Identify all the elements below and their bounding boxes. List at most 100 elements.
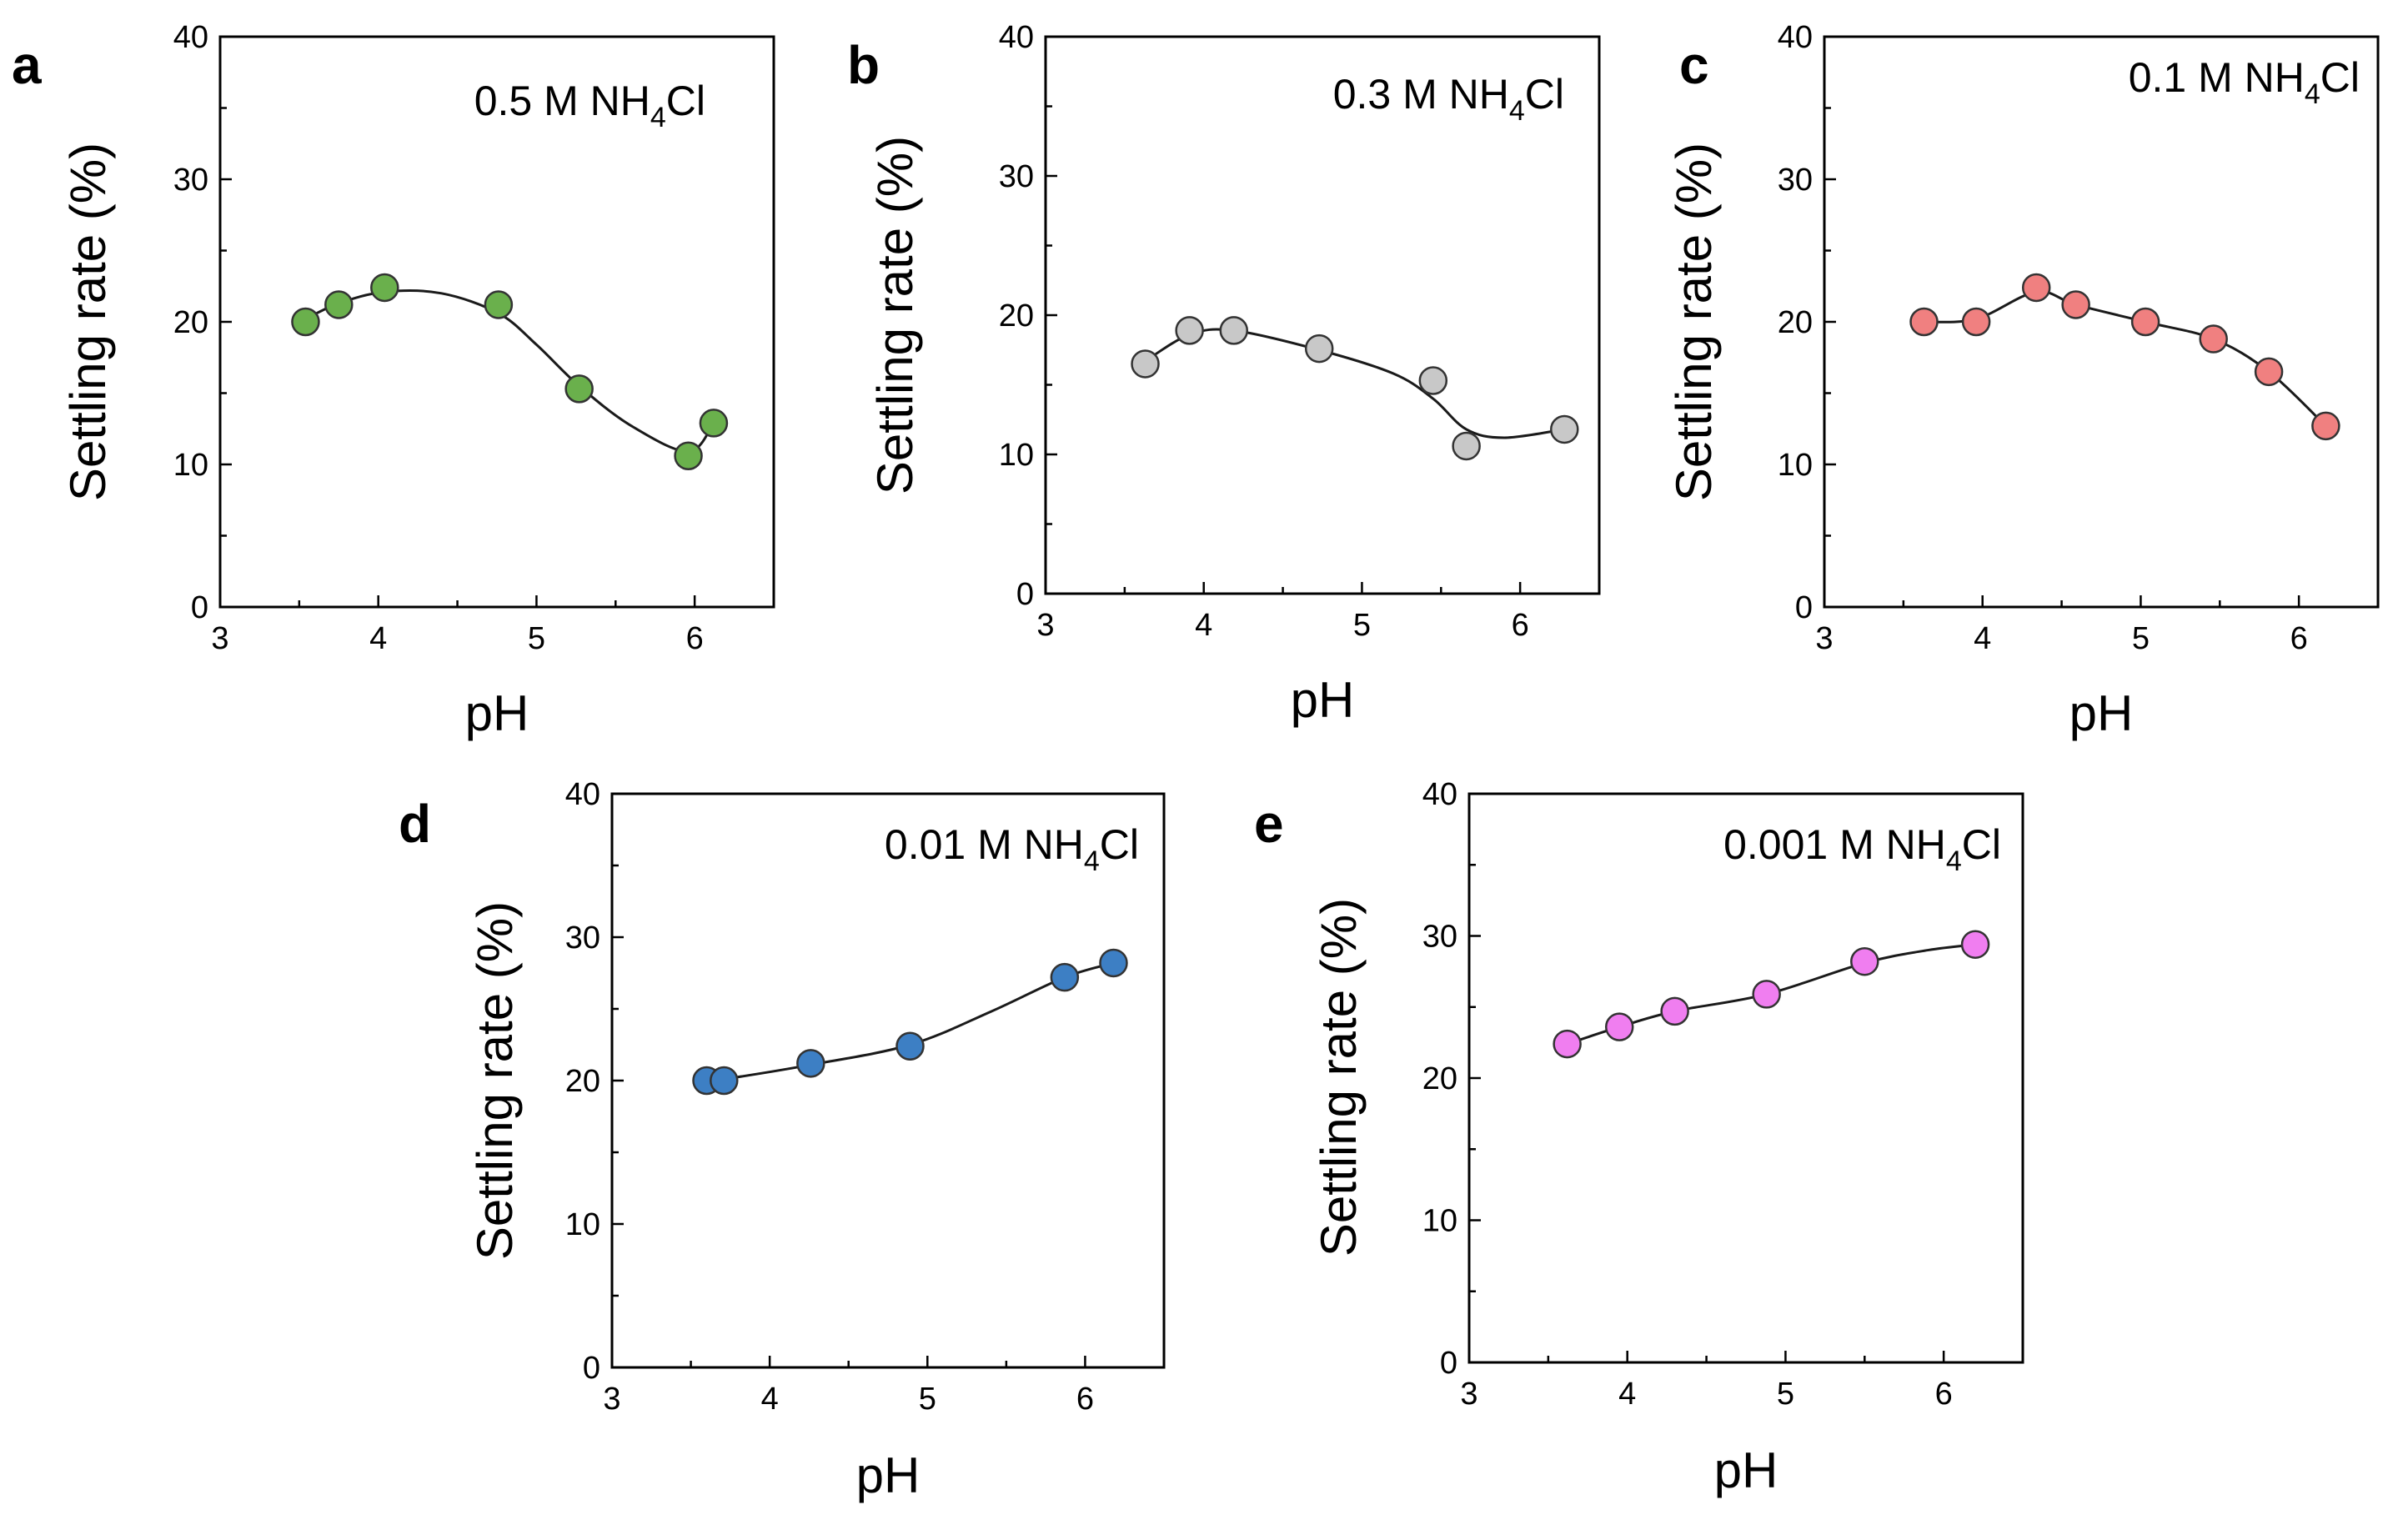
panel-letter: d [399, 794, 431, 854]
concentration-label: 0.3 M NH4Cl [1333, 71, 1564, 127]
y-tick-label: 20 [1422, 1061, 1457, 1096]
y-tick-label: 30 [1422, 920, 1457, 955]
data-point [1553, 1029, 1582, 1059]
y-tick-label: 0 [583, 1351, 600, 1386]
data-point [291, 307, 320, 337]
data-point [1752, 980, 1781, 1009]
data-point [1850, 946, 1879, 976]
concentration-prefix: 0.1 M NH [2129, 54, 2305, 101]
y-axis-label: Settling rate (%) [1666, 143, 1722, 501]
y-tick-label: 30 [565, 920, 600, 956]
concentration-subscript: 4 [1946, 845, 1962, 877]
x-tick-label: 6 [1512, 608, 1529, 643]
panel-c: 0 10 20 30 40 3 4 5 6 pH Settling rate (%) c 0.1 M N… [1666, 20, 2380, 741]
concentration-label: 0.5 M NH4Cl [474, 78, 705, 133]
concentration-suffix: Cl [666, 78, 705, 124]
y-tick-label: 10 [565, 1207, 600, 1242]
y-tick-label: 40 [1422, 777, 1457, 812]
y-tick-label: 40 [173, 20, 208, 55]
x-axis-label: pH [856, 1447, 921, 1503]
concentration-prefix: 0.01 M NH [885, 821, 1084, 868]
concentration-label: 0.01 M NH4Cl [885, 821, 1139, 877]
data-point [1909, 307, 1939, 337]
y-tick-label: 0 [1440, 1346, 1457, 1381]
data-point [674, 441, 703, 470]
x-axis-label: pH [1714, 1442, 1778, 1498]
panel-letter: c [1679, 35, 1709, 95]
data-point [2311, 411, 2340, 441]
x-tick-label: 5 [1777, 1377, 1794, 1412]
y-tick-label: 20 [173, 305, 208, 340]
y-axis-label: Settling rate (%) [867, 136, 923, 494]
y-tick-label: 40 [999, 20, 1034, 55]
y-tick-label: 10 [1422, 1204, 1457, 1239]
y-tick-label: 30 [1778, 163, 1813, 198]
data-point [1099, 948, 1128, 978]
fit-curve [1144, 328, 1565, 439]
concentration-subscript: 4 [2305, 78, 2320, 110]
data-point [1660, 996, 1689, 1026]
concentration-suffix: Cl [1100, 821, 1139, 868]
data-point [484, 290, 514, 319]
panel-b: 0 10 20 30 40 3 4 5 6 pH Settling rate (%) b 0.3 M N… [847, 20, 1601, 728]
x-axis-label: pH [1291, 672, 1355, 728]
concentration-subscript: 4 [1509, 95, 1525, 127]
data-point [1550, 414, 1579, 444]
concentration-suffix: Cl [1962, 821, 2001, 868]
y-tick-label: 0 [191, 590, 208, 625]
data-point [324, 290, 354, 319]
concentration-label: 0.1 M NH4Cl [2129, 54, 2360, 110]
panel-e: 0 10 20 30 40 3 4 5 6 pH Settling rate (%) e 0.001 M… [1254, 777, 2024, 1498]
x-tick-label: 4 [369, 621, 387, 656]
y-tick-label: 0 [1016, 577, 1034, 612]
fit-curve [304, 289, 715, 454]
data-point [2199, 324, 2228, 354]
y-tick-label: 10 [173, 448, 208, 483]
data-point [1219, 316, 1249, 345]
data-point [1604, 1012, 1634, 1041]
x-tick-label: 5 [528, 621, 545, 656]
y-tick-label: 30 [999, 159, 1034, 194]
y-axis-label: Settling rate (%) [60, 143, 116, 501]
x-tick-label: 4 [1195, 608, 1212, 643]
data-point [699, 409, 729, 438]
x-tick-label: 5 [919, 1382, 936, 1417]
x-tick-label: 5 [1353, 608, 1371, 643]
y-tick-label: 40 [1778, 20, 1813, 55]
concentration-prefix: 0.3 M NH [1333, 71, 1509, 118]
y-axis-label: Settling rate (%) [1311, 898, 1367, 1257]
x-tick-label: 5 [2132, 621, 2150, 656]
y-tick-label: 30 [173, 163, 208, 198]
x-tick-label: 4 [761, 1382, 779, 1417]
x-tick-label: 3 [211, 621, 228, 656]
x-axis-label: pH [2069, 685, 2134, 741]
y-tick-label: 20 [1778, 305, 1813, 340]
data-point [2254, 357, 2284, 387]
y-axis-label: Settling rate (%) [467, 901, 523, 1260]
data-point [1175, 316, 1204, 345]
data-point [2061, 290, 2090, 319]
concentration-prefix: 0.001 M NH [1723, 821, 1946, 868]
y-tick-label: 40 [565, 777, 600, 812]
concentration-suffix: Cl [2320, 54, 2360, 101]
x-tick-label: 6 [2290, 621, 2308, 656]
data-point [370, 273, 399, 303]
x-tick-label: 6 [1076, 1382, 1094, 1417]
data-point [1418, 366, 1448, 395]
x-axis-label: pH [465, 685, 529, 741]
concentration-label: 0.001 M NH4Cl [1723, 821, 2001, 877]
concentration-subscript: 4 [1084, 845, 1100, 877]
x-tick-label: 6 [686, 621, 704, 656]
data-point [710, 1066, 739, 1096]
data-point [895, 1031, 925, 1061]
plot-frame [1467, 792, 2024, 1364]
x-tick-label: 3 [1815, 621, 1833, 656]
concentration-prefix: 0.5 M NH [474, 78, 650, 124]
x-tick-label: 4 [1618, 1377, 1636, 1412]
data-point [564, 374, 594, 404]
y-tick-label: 20 [999, 298, 1034, 334]
data-point [1452, 431, 1481, 461]
x-tick-label: 3 [603, 1382, 620, 1417]
panel-d: 0 10 20 30 40 3 4 5 6 pH Settling rate (%) d 0.01 M … [399, 777, 1166, 1503]
